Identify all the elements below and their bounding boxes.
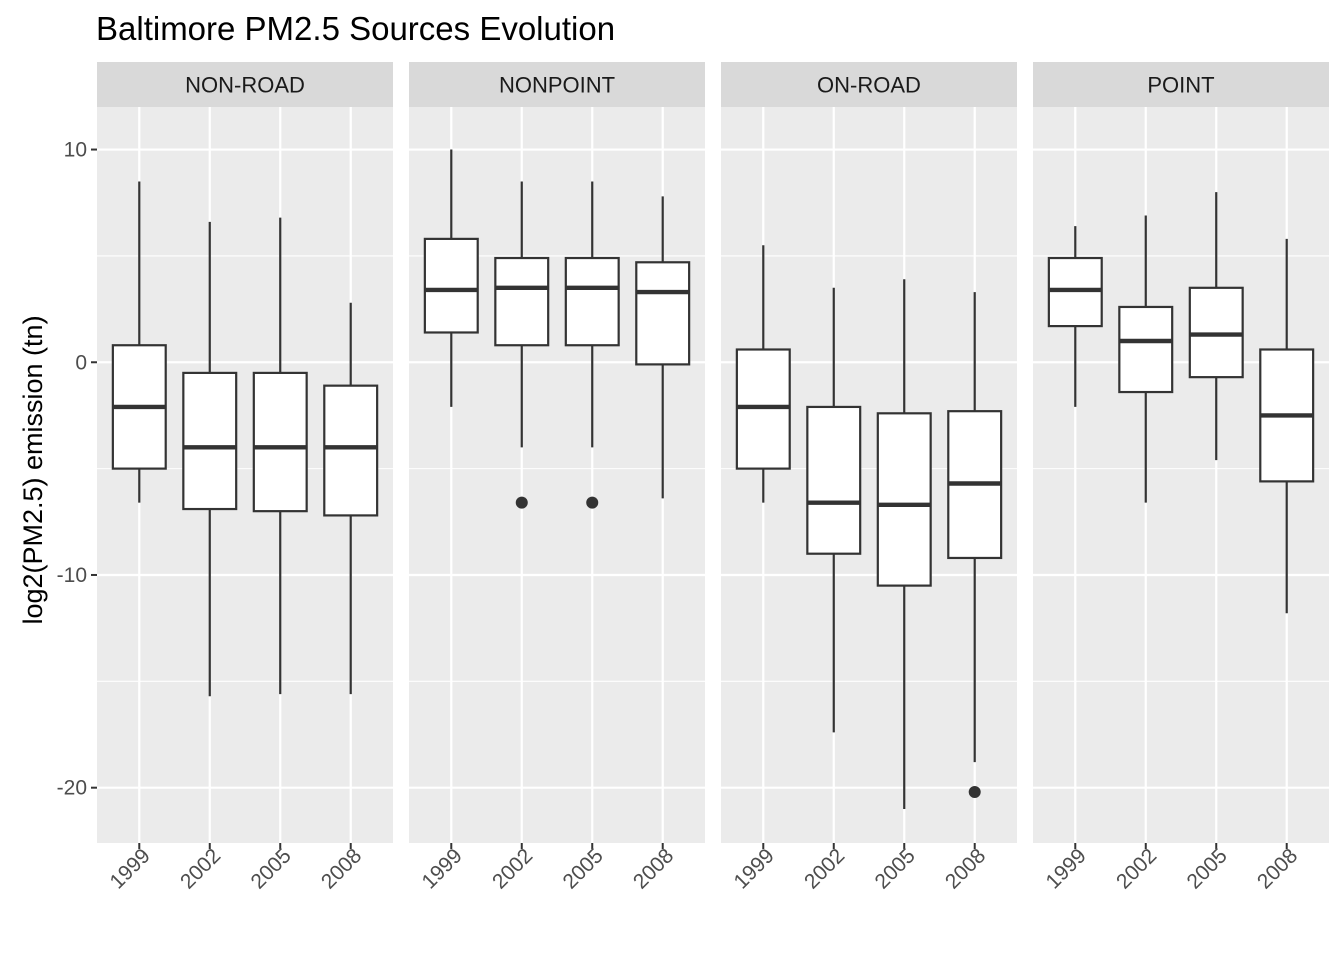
x-tick-label: 2002 (488, 844, 537, 893)
x-tick-label: 2002 (1112, 844, 1161, 893)
facet-panel: NONPOINT 1999 2002 2005 2008 (409, 62, 705, 894)
box-iqr (564, 256, 620, 347)
boxplot-box (111, 181, 167, 503)
x-tick-label: 1999 (730, 844, 779, 893)
box-iqr (423, 237, 479, 334)
box-iqr (252, 371, 308, 513)
boxplot-box (564, 181, 620, 509)
boxplot-box (323, 302, 379, 695)
facet-strip (1033, 62, 1329, 107)
panel-background (409, 107, 705, 843)
boxplot-box (876, 279, 932, 809)
facet-strip (97, 62, 393, 107)
y-axis-title: log2(PM2.5) emission (tn) (18, 315, 48, 624)
boxplot-box (735, 245, 791, 503)
y-tick-label: -10 (57, 564, 87, 587)
x-tick-label: 1999 (1042, 844, 1091, 893)
outlier-point (586, 496, 599, 509)
x-tick-label: 2005 (246, 844, 295, 893)
boxplot-box (806, 287, 862, 733)
outlier-point (968, 785, 981, 798)
boxplot-box (1259, 238, 1315, 614)
facet-strip-label: POINT (1147, 73, 1214, 98)
facet-panel: ON-ROAD 1999 2002 2005 2008 (721, 62, 1017, 894)
box-iqr (494, 256, 550, 347)
boxplot-box (182, 221, 238, 697)
facet-strip-label: NON-ROAD (185, 73, 305, 98)
boxplot-box (947, 292, 1003, 798)
boxplot-box (1047, 226, 1103, 407)
y-tick-label: 0 (75, 351, 87, 374)
boxplot-box (252, 217, 308, 695)
boxplot-box (1118, 215, 1174, 503)
facet-panel: NON-ROAD 1999 2002 2005 2008 (97, 62, 393, 894)
boxplot-box (1188, 192, 1244, 461)
boxplot-box (494, 181, 550, 509)
boxplot-box (635, 196, 691, 499)
y-tick-label: -20 (57, 777, 87, 800)
facet-strip-label: NONPOINT (499, 73, 615, 98)
x-tick-label: 2008 (317, 844, 366, 893)
box-iqr (182, 371, 238, 511)
box-iqr (635, 261, 691, 366)
x-tick-label: 2005 (1182, 844, 1231, 893)
x-tick-label: 2002 (176, 844, 225, 893)
boxplot-box (423, 149, 479, 407)
x-tick-label: 1999 (106, 844, 155, 893)
x-tick-label: 2002 (800, 844, 849, 893)
box-iqr (323, 384, 379, 517)
x-tick-label: 2008 (629, 844, 678, 893)
chart-title: Baltimore PM2.5 Sources Evolution (96, 10, 615, 47)
x-tick-label: 2008 (1253, 844, 1302, 893)
facet-panel: POINT 1999 2002 2005 2008 (1033, 62, 1329, 894)
box-iqr (1118, 305, 1174, 394)
y-tick-label: 10 (64, 139, 87, 162)
x-tick-label: 2008 (941, 844, 990, 893)
facet-strip (409, 62, 705, 107)
facet-strip (721, 62, 1017, 107)
x-tick-label: 2005 (558, 844, 607, 893)
box-iqr (876, 412, 932, 587)
box-iqr (806, 405, 862, 555)
facet-strip-label: ON-ROAD (817, 73, 921, 98)
x-tick-label: 2005 (870, 844, 919, 893)
outlier-point (515, 496, 528, 509)
x-tick-label: 1999 (418, 844, 467, 893)
